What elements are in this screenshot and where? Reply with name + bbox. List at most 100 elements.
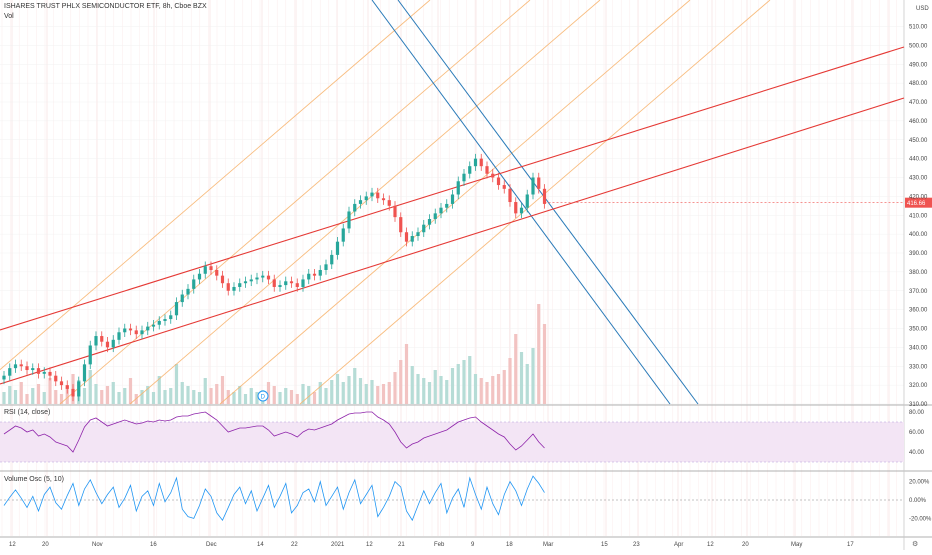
x-tick-label: 22 [291,542,298,548]
volume-bar [215,384,219,404]
x-tick-label: 15 [601,542,608,548]
volume-bar [174,364,179,404]
volume-bar [330,380,334,404]
last-price-label: 416.66 [907,201,926,207]
volume-bar [307,386,311,404]
candle-body [376,192,380,199]
volume-bar [88,370,92,404]
rsi-line [3,411,545,453]
volume-bar [341,382,345,404]
volume-bar [203,378,207,404]
candle-body [203,266,207,274]
volume-bar [36,384,41,404]
candle-body [232,286,236,291]
rsi-band [0,422,904,462]
currency-label: USD [916,6,929,12]
price-tick-label: 490.00 [909,62,928,68]
candle-body [284,281,288,286]
candle-body [266,275,271,280]
candle-body [468,166,472,174]
volume-bar [100,390,104,404]
price-tick-label: 460.00 [909,119,928,125]
price-tick-label: 430.00 [909,176,928,182]
candle-body [77,381,81,397]
candle-body [318,269,322,276]
volume-bar [404,344,409,404]
candle-body [307,273,311,280]
volume-bar [370,380,374,404]
candle-body [473,158,478,167]
candle-body [295,283,299,287]
candle-body [272,279,276,287]
candle-body [13,364,18,369]
dividend-badge-label: D [261,394,266,400]
volume-bar [445,380,449,404]
candle-body [335,241,340,255]
volume-bar [410,366,414,404]
candle-body [157,320,161,325]
x-tick-label: 21 [398,542,405,548]
volume-bar [439,376,443,404]
rsi-tick-label: 60.00 [909,430,925,436]
price-tick-label: 390.00 [909,251,928,257]
volume-bar [243,394,248,404]
volume-bar [186,386,190,404]
candle-body [31,368,35,371]
volume-bar [479,378,483,404]
volume-bar [123,388,127,404]
volume-bar [427,382,432,404]
volume-bar [94,384,98,404]
candle-body [243,281,248,284]
candle-body [163,319,167,321]
volume-bar [146,386,150,404]
price-tick-label: 330.00 [909,364,928,370]
price-tick-label: 320.00 [909,383,928,389]
candle-body [25,366,29,371]
candle-body [364,196,368,201]
volume-bar [376,386,380,404]
candle-body [8,368,12,376]
volume-bar [324,388,328,404]
candle-body [502,185,506,189]
candle-body [404,232,409,242]
x-tick-label: 18 [506,542,513,548]
candle-body [456,181,460,195]
candle-body [537,177,541,189]
candle-body [48,371,52,376]
dividend-badge [257,390,269,402]
x-tick-label: Dec [206,542,217,548]
x-tick-label: 17 [847,542,854,548]
volume-bar [128,378,133,404]
candle-body [54,375,58,382]
price-tick-label: 500.00 [909,43,928,49]
osc-tick-label: -20.00% [909,516,932,522]
candle-body [330,254,334,265]
candle-body [301,279,305,287]
candle-body [146,326,150,331]
x-tick-label: 2021 [331,542,345,548]
candle-body [462,173,466,182]
volume-bar [209,388,213,404]
volume-osc-line [3,475,545,522]
volume-bar [157,376,161,404]
volume-bar [2,392,6,404]
candle-body [416,232,420,237]
volume-bar [422,378,426,404]
volume-bar [180,382,184,404]
volume-bar [462,360,466,404]
volume-bar [82,388,87,404]
candle-body [370,192,374,197]
volume-bar [232,392,236,404]
volume-bar [312,392,317,404]
candle-body [387,200,391,206]
candle-body [525,194,529,208]
candle-body [174,302,179,316]
price-tick-label: 340.00 [909,345,928,351]
volume-bar [491,376,495,404]
volume-bar [289,390,294,404]
candle-body [347,211,351,229]
price-tick-label: 420.00 [909,194,928,200]
red-channel-lower [0,97,905,385]
